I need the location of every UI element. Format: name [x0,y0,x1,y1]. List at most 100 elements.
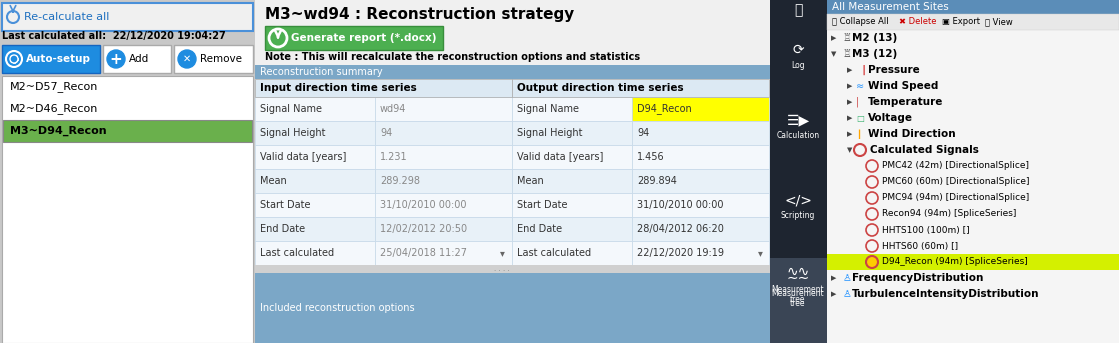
Bar [632,241,769,265]
Text: TurbulenceIntensityDistribution: TurbulenceIntensityDistribution [852,289,1040,299]
Bar [255,241,375,265]
Text: Add: Add [129,54,149,64]
Text: ∼∼: ∼∼ [787,271,810,285]
Text: </>: </> [784,193,812,207]
Text: tree: tree [790,298,806,308]
Bar [827,0,1119,343]
Text: Measurement: Measurement [772,289,825,298]
Text: Auto-setup: Auto-setup [26,54,91,64]
Text: ✖ Delete: ✖ Delete [899,17,937,26]
Text: M2~D57_Recon: M2~D57_Recon [10,82,98,93]
Text: Note : This will recalculate the reconstruction options and statistics: Note : This will recalculate the reconst… [265,52,640,62]
Text: Log: Log [791,61,805,71]
Text: 31/10/2010 00:00: 31/10/2010 00:00 [637,200,724,210]
Circle shape [10,55,18,63]
Text: Valid data [years]: Valid data [years] [517,152,603,162]
Text: Last calculated: Last calculated [517,248,591,258]
Text: ▶: ▶ [831,35,836,41]
Bar [513,79,769,97]
Text: ▼: ▼ [831,51,836,57]
Text: ▶: ▶ [847,99,853,105]
Bar [770,258,827,343]
Bar [375,97,513,121]
Text: ∿∿: ∿∿ [787,265,810,279]
Bar [0,0,255,343]
Bar [632,121,769,145]
Text: . . . .: . . . . [495,266,510,272]
Bar [513,169,632,193]
Text: 22/12/2020 19:19: 22/12/2020 19:19 [637,248,724,258]
Text: ▶: ▶ [847,67,853,73]
Text: Signal Height: Signal Height [517,128,583,138]
Text: |: | [856,97,859,107]
Bar [2,45,100,73]
Text: tree: tree [790,295,806,304]
Text: 94: 94 [380,128,393,138]
Text: ⎗ Collapse All: ⎗ Collapse All [833,17,888,26]
Text: 1.456: 1.456 [637,152,665,162]
Bar [173,45,253,73]
Text: ⟳: ⟳ [792,43,803,57]
Text: Mean: Mean [517,176,544,186]
Text: Mean: Mean [260,176,286,186]
Text: ▶: ▶ [847,83,853,89]
Text: Pressure: Pressure [868,65,920,75]
Text: ▾: ▾ [758,248,762,258]
Text: Signal Name: Signal Name [260,104,322,114]
Text: Scripting: Scripting [781,212,815,221]
Bar [375,217,513,241]
Text: Recon94 (94m) [SpliceSeries]: Recon94 (94m) [SpliceSeries] [882,210,1016,218]
Text: Output direction time series: Output direction time series [517,83,684,93]
Text: ▣ Export: ▣ Export [942,17,980,26]
Bar [255,0,770,343]
Text: Re-calculate all: Re-calculate all [23,12,110,22]
Bar [255,79,513,97]
Text: Included reconstruction options: Included reconstruction options [260,303,415,313]
Text: ▕: ▕ [856,65,864,75]
Bar [375,193,513,217]
Text: Input direction time series: Input direction time series [260,83,416,93]
Text: 25/04/2018 11:27: 25/04/2018 11:27 [380,248,467,258]
Bar [827,0,1119,14]
Text: Reconstruction summary: Reconstruction summary [260,67,383,77]
Bar [3,120,252,142]
Text: FrequencyDistribution: FrequencyDistribution [852,273,984,283]
Text: 28/04/2012 06:20: 28/04/2012 06:20 [637,224,724,234]
Bar [2,3,253,31]
Text: ✕: ✕ [182,54,191,64]
Circle shape [269,29,286,47]
Text: Start Date: Start Date [260,200,310,210]
Text: Temperature: Temperature [868,97,943,107]
Bar [255,273,770,343]
Bar [103,45,171,73]
Bar [513,241,632,265]
Text: ┃: ┃ [856,129,861,139]
Text: Start Date: Start Date [517,200,567,210]
Text: ♖: ♖ [841,33,850,43]
Text: 289.298: 289.298 [380,176,420,186]
Text: Voltage: Voltage [868,113,913,123]
Bar [632,97,769,121]
Text: PMC94 (94m) [DirectionalSplice]: PMC94 (94m) [DirectionalSplice] [882,193,1029,202]
Text: M2 (13): M2 (13) [852,33,897,43]
Text: ♙: ♙ [841,273,850,283]
Bar [513,145,632,169]
Bar [255,65,770,79]
Bar [632,145,769,169]
Bar [632,169,769,193]
Text: PMC60 (60m) [DirectionalSplice]: PMC60 (60m) [DirectionalSplice] [882,177,1029,187]
Text: ≈: ≈ [856,81,864,91]
Text: ♙: ♙ [841,289,850,299]
Text: End Date: End Date [517,224,562,234]
Text: 289.894: 289.894 [637,176,677,186]
Bar [375,241,513,265]
Text: Ⓧ View: Ⓧ View [985,17,1013,26]
Text: M2~D46_Recon: M2~D46_Recon [10,104,98,115]
Text: Last calculated all:  22/12/2020 19:04:27: Last calculated all: 22/12/2020 19:04:27 [2,31,226,41]
Text: Signal Height: Signal Height [260,128,326,138]
Bar [632,217,769,241]
Bar [255,97,375,121]
Text: +: + [110,51,122,67]
Text: Measurement: Measurement [772,285,825,295]
Text: Generate report (*.docx): Generate report (*.docx) [291,33,436,43]
